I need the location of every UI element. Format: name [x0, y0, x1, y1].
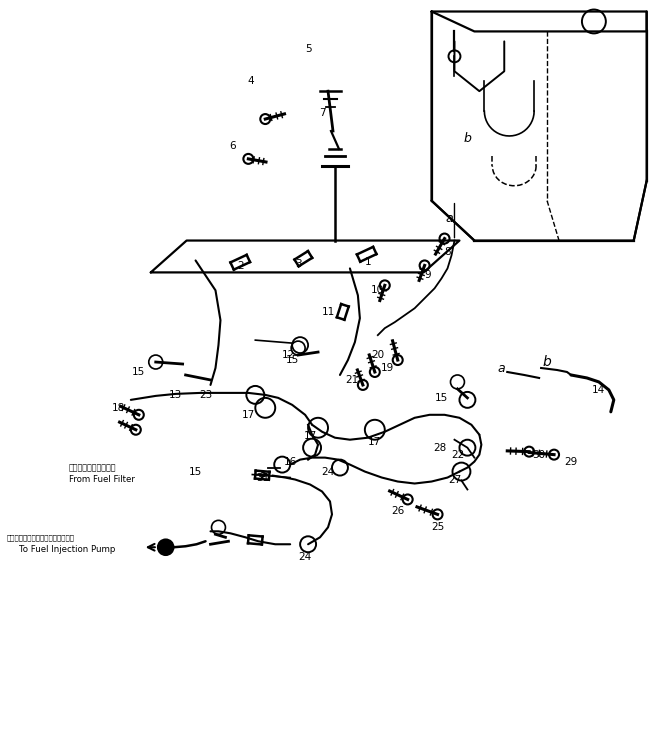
Text: 31: 31 — [256, 472, 269, 483]
Text: 15: 15 — [435, 393, 448, 403]
Text: From Fuel Filter: From Fuel Filter — [69, 475, 135, 484]
Text: a: a — [446, 212, 453, 225]
Text: 15: 15 — [189, 467, 202, 477]
Text: 24: 24 — [299, 552, 312, 562]
Text: 8: 8 — [444, 248, 451, 257]
Text: 9: 9 — [424, 270, 431, 280]
Text: a: a — [498, 362, 505, 374]
Text: 3: 3 — [295, 259, 301, 270]
Text: To Fuel Injection Pump: To Fuel Injection Pump — [19, 545, 116, 553]
Text: 12: 12 — [282, 350, 295, 360]
Circle shape — [158, 539, 174, 555]
Text: 10: 10 — [371, 285, 384, 296]
Text: 13: 13 — [169, 390, 182, 400]
Text: 11: 11 — [321, 307, 334, 317]
Text: 29: 29 — [564, 457, 578, 467]
Text: フェエルインジェクションポンプへ: フェエルインジェクションポンプへ — [7, 534, 75, 541]
Text: 20: 20 — [371, 350, 384, 360]
Text: 15: 15 — [286, 355, 299, 365]
Text: フェエルフィルタより: フェエルフィルタより — [69, 463, 116, 472]
Text: 24: 24 — [321, 467, 334, 477]
Text: 16: 16 — [284, 457, 297, 467]
Text: 6: 6 — [229, 141, 236, 151]
Text: 17: 17 — [303, 430, 317, 441]
Text: 21: 21 — [345, 375, 358, 385]
Text: b: b — [543, 355, 551, 369]
Text: b: b — [463, 133, 471, 145]
Text: 18: 18 — [112, 403, 126, 413]
Text: 30: 30 — [533, 450, 546, 460]
Text: 2: 2 — [237, 262, 244, 271]
Polygon shape — [151, 240, 459, 273]
Text: 4: 4 — [247, 76, 254, 86]
Text: 23: 23 — [199, 390, 212, 400]
Text: 17: 17 — [242, 410, 255, 420]
Text: 14: 14 — [592, 385, 605, 395]
Text: 5: 5 — [305, 44, 311, 55]
Text: 26: 26 — [391, 506, 405, 517]
Text: 7: 7 — [319, 108, 325, 118]
Text: 15: 15 — [132, 367, 145, 377]
Text: 1: 1 — [364, 257, 371, 268]
Text: 25: 25 — [431, 523, 444, 532]
Text: 19: 19 — [381, 363, 395, 373]
Text: 22: 22 — [451, 450, 464, 460]
Text: 27: 27 — [448, 475, 461, 484]
Text: 17: 17 — [368, 437, 381, 447]
Text: 28: 28 — [433, 443, 446, 453]
